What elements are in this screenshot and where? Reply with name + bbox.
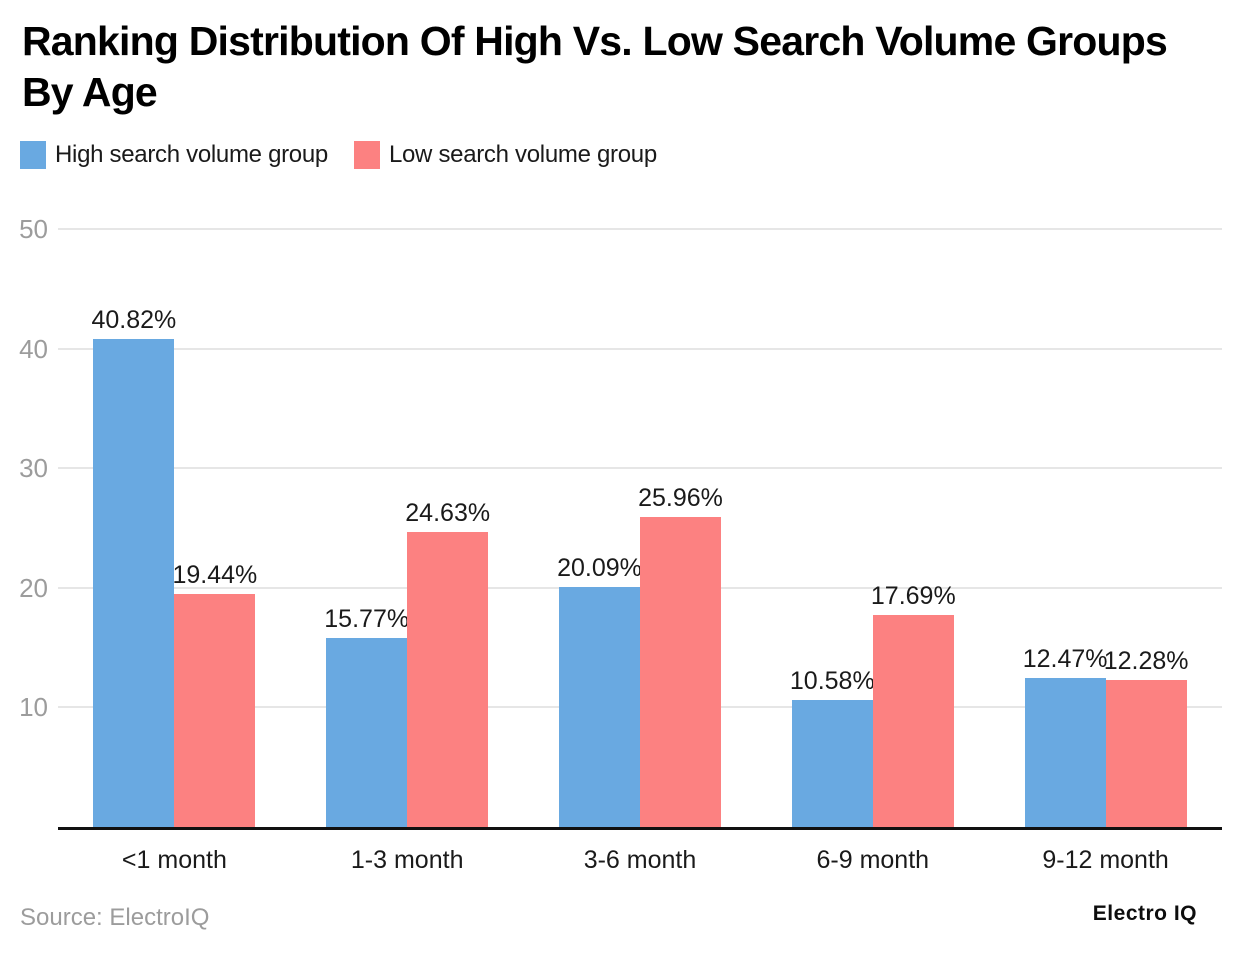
bar-value-label: 25.96% [638, 483, 723, 512]
brand-logo: Electro IQ [1092, 902, 1197, 925]
bar-value-label: 40.82% [91, 305, 177, 334]
chart-title: Ranking Distribution Of High Vs. Low Sea… [22, 16, 1168, 118]
y-axis-label: 50 [19, 214, 48, 244]
legend-label-high-group: High search volume group [55, 141, 328, 168]
bar-value-label: 12.47% [1022, 644, 1108, 673]
bar-value-label: 19.44% [172, 561, 258, 590]
y-axis-label: 10 [19, 692, 48, 723]
bar-value-label: 15.77% [324, 605, 410, 634]
source-text: Source: ElectroIQ [20, 904, 210, 931]
x-axis-label: <1 month [121, 846, 227, 874]
chart-title-line1: Ranking Distribution Of High Vs. Low Sea… [22, 18, 1168, 64]
x-axis-label: 9-12 month [1042, 846, 1169, 874]
bar-high-4 [791, 700, 873, 827]
gridline [58, 467, 1222, 470]
x-axis-label: 1-3 month [350, 846, 464, 874]
bar-value-label: 10.58% [789, 667, 875, 696]
x-axis-label: 6-9 month [816, 846, 930, 874]
bar-low-4 [872, 615, 954, 827]
bar-high-1 [93, 338, 175, 827]
chart-title-line2: By Age [22, 69, 158, 115]
bar-high-3 [559, 586, 640, 827]
bar-low-5 [1105, 680, 1187, 827]
bar-value-label: 17.69% [870, 582, 956, 611]
legend: High search volume group Low search volu… [20, 141, 657, 169]
x-axis-label: 3-6 month [583, 846, 697, 874]
x-axis-line [58, 827, 1222, 830]
legend-item-high-group: High search volume group [20, 141, 328, 169]
bar-low-2 [407, 532, 489, 827]
bar-high-2 [326, 638, 408, 827]
legend-item-low-group: Low search volume group [353, 141, 657, 169]
bar-value-label: 20.09% [557, 553, 642, 582]
y-axis-label: 20 [19, 572, 48, 603]
gridline [58, 228, 1222, 230]
bar-value-label: 24.63% [405, 499, 491, 528]
bar-low-3 [640, 516, 721, 827]
y-axis-label: 30 [19, 453, 48, 484]
bar-value-label: 12.28% [1103, 647, 1189, 676]
legend-swatch-low-icon [353, 141, 380, 169]
legend-swatch-high-icon [20, 141, 46, 169]
gridline [58, 347, 1222, 350]
bar-low-1 [174, 594, 256, 827]
y-axis-label: 40 [19, 333, 48, 364]
bar-high-5 [1024, 677, 1106, 827]
legend-label-low-group: Low search volume group [388, 141, 657, 168]
